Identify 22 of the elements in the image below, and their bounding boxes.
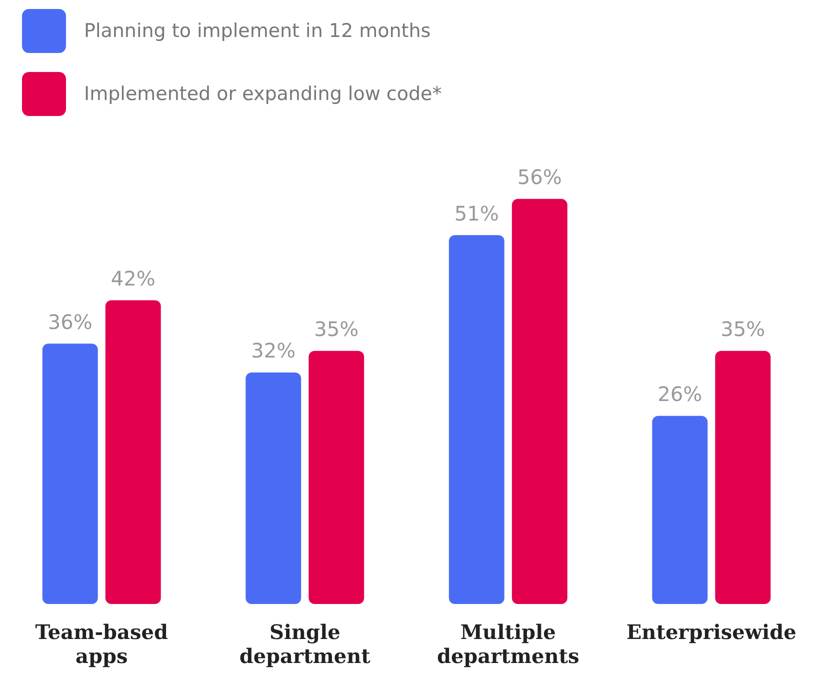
x-tick-label: Multiple departments <box>436 620 580 668</box>
legend-label: Implemented or expanding low code* <box>84 83 442 105</box>
data-label: 51% <box>454 201 499 226</box>
data-label: 32% <box>251 338 296 363</box>
data-label: 35% <box>314 317 359 342</box>
bar <box>715 350 771 604</box>
bar <box>652 416 708 604</box>
data-label: 56% <box>517 165 562 190</box>
bar <box>448 235 504 604</box>
legend-label: Planning to implement in 12 months <box>84 20 431 42</box>
data-label: 42% <box>110 266 156 290</box>
x-tick-label: Team-based apps <box>35 620 168 668</box>
bar <box>246 372 302 604</box>
bar <box>308 350 364 604</box>
data-label: 26% <box>658 382 702 406</box>
bar <box>105 300 161 604</box>
x-tick-label: Enterprisewide <box>626 620 796 644</box>
data-label: 36% <box>48 310 92 334</box>
x-tick-label: Single department <box>239 620 372 668</box>
bar <box>512 198 568 604</box>
data-label: 35% <box>720 317 766 342</box>
bar <box>42 344 98 604</box>
